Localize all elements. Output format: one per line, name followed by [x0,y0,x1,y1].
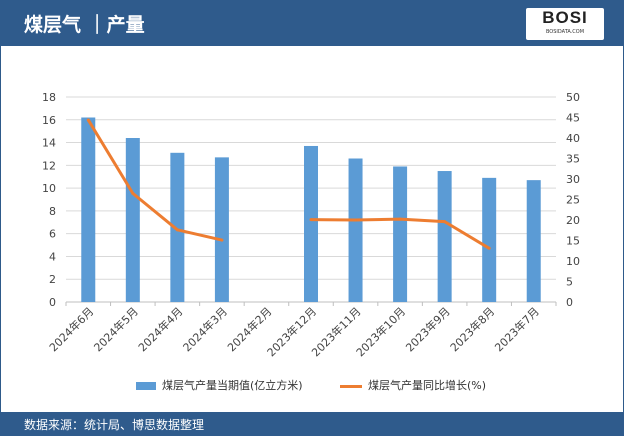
y-right-tick-label: 10 [566,255,580,268]
legend-line: 煤层气产量同比增长(%) [340,377,486,393]
x-tick-label: 2024年3月 [180,304,230,354]
growth-point [220,238,224,242]
legend-bar: 煤层气产量当期值(亿立方米) [136,377,303,393]
header-bar: 煤层气 ｜产量 BOSI BOSIDATA.COM [0,0,624,46]
growth-point [398,217,402,221]
y-left-tick-label: 16 [42,114,56,127]
growth-point [86,118,90,122]
growth-point [354,218,358,222]
page-title: 煤层气 ｜产量 [24,14,145,36]
y-right-tick-label: 15 [566,235,580,248]
legend-bar-label: 煤层气产量当期值(亿立方米) [162,379,303,392]
y-left-tick-label: 2 [49,273,56,286]
bosi-logo: BOSI BOSIDATA.COM [526,8,604,40]
growth-line [86,119,223,242]
y-left-tick-label: 18 [42,91,56,104]
y-left-tick-label: 6 [49,228,56,241]
growth-point [131,191,135,195]
y-left-tick-label: 8 [49,205,56,218]
y-right-tick-label: 50 [566,91,580,104]
y-right-tick-label: 35 [566,153,580,166]
y-right-tick-label: 40 [566,132,580,145]
bar [125,138,140,302]
bar [348,158,363,302]
bar [170,152,185,302]
y-right-tick-label: 5 [566,276,573,289]
y-right-tick-label: 45 [566,112,580,125]
y-right-tick-label: 25 [566,194,580,207]
y-left-tick-label: 10 [42,182,56,195]
y-right-tick-label: 0 [566,296,573,309]
bar [526,180,541,302]
legend-line-label: 煤层气产量同比增长(%) [368,379,487,392]
x-tick-label: 2023年7月 [492,304,542,354]
y-left-tick-label: 12 [42,159,56,172]
y-left-tick-label: 14 [42,137,56,150]
x-tick-label: 2024年5月 [91,304,141,354]
x-tick-label: 2024年6月 [46,304,96,354]
bar [81,117,96,302]
data-source: 数据来源：统计局、博思数据整理 [24,418,205,432]
bar [393,166,408,302]
bar [482,177,497,302]
bar [214,157,229,302]
bar [437,171,452,302]
growth-point [443,220,447,224]
growth-point [175,228,179,232]
x-tick-label: 2023年8月 [447,304,497,354]
y-left-tick-label: 4 [49,250,56,263]
x-tick-label: 2024年4月 [135,304,185,354]
growth-point [309,218,313,222]
y-right-tick-label: 30 [566,173,580,186]
footer-bar: 数据来源：统计局、博思数据整理 [0,412,624,436]
y-left-tick-label: 0 [49,296,56,309]
bar [304,145,318,302]
legend-bar-swatch [136,382,156,390]
growth-point [487,246,491,250]
x-tick-label: 2023年9月 [403,304,453,354]
y-right-tick-label: 20 [566,214,580,227]
legend-line-swatch [340,384,362,388]
